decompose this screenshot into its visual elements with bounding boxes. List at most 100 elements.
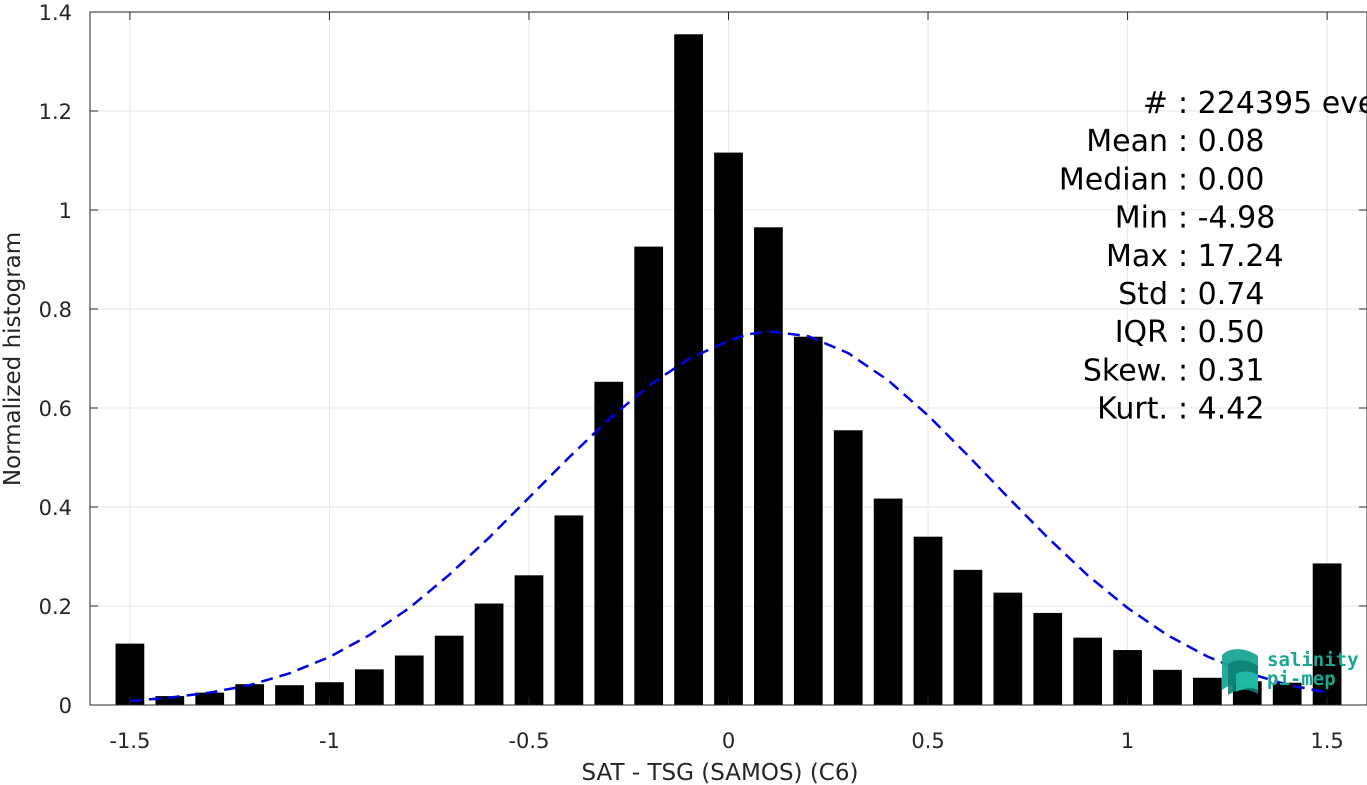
stats-label: Min	[1115, 201, 1168, 236]
stats-separator: :	[1178, 86, 1198, 121]
stats-value-text: 4.42	[1198, 392, 1265, 427]
stats-value-text: 224395 events	[1198, 86, 1367, 121]
y-tick-label: 1.4	[39, 1, 72, 25]
stats-value-text: 0.31	[1198, 353, 1265, 388]
stats-value: : 4.42	[1178, 392, 1264, 427]
stats-value-text: 0.08	[1198, 124, 1265, 159]
stats-value-text: 0.00	[1198, 162, 1265, 197]
stats-separator: :	[1178, 239, 1198, 274]
histogram-bar	[674, 34, 703, 705]
y-tick-label: 0	[59, 694, 72, 718]
stats-separator: :	[1178, 353, 1198, 388]
histogram-bar	[1312, 563, 1342, 705]
stats-label: #	[1143, 86, 1168, 121]
x-tick-label: 1.5	[1310, 729, 1343, 753]
stats-separator: :	[1178, 315, 1198, 350]
stats-row: Median: 0.00	[1059, 162, 1265, 197]
histogram-bar	[873, 498, 903, 705]
stats-row: # : 224395 events	[1143, 86, 1367, 121]
histogram-bar	[833, 430, 863, 705]
histogram-bar	[434, 635, 464, 705]
stats-value: : 0.74	[1178, 277, 1264, 312]
histogram-bar	[1193, 677, 1222, 705]
x-tick-label: -1.5	[109, 729, 150, 753]
y-axis-label: Normalized histogram	[0, 232, 26, 486]
histogram-bar	[953, 569, 983, 705]
histogram-bar	[634, 246, 664, 705]
y-tick-label: 0.4	[39, 496, 72, 520]
stats-value-text: 0.74	[1198, 277, 1265, 312]
histogram-bar	[1272, 682, 1302, 705]
histogram-bar	[275, 685, 304, 705]
y-tick-label: 0.8	[39, 298, 72, 322]
x-tick-label: 1	[1121, 729, 1134, 753]
stats-label: Median	[1059, 162, 1168, 197]
histogram-bar	[793, 336, 823, 705]
stats-value: : 224395 events	[1178, 86, 1367, 121]
stats-row: Skew.: 0.31	[1083, 353, 1265, 388]
x-tick-labels: -1.5 -1 -0.5 0 0.5 1 1.5	[109, 729, 1343, 753]
stats-value: : 17.24	[1178, 239, 1284, 274]
stats-value: : 0.08	[1178, 124, 1264, 159]
logo-text-salinity: salinity	[1267, 649, 1359, 671]
stats-separator: :	[1178, 201, 1198, 236]
stats-value-text: -4.98	[1198, 201, 1276, 236]
histogram-bar	[155, 696, 185, 705]
histogram-bar	[1033, 612, 1063, 705]
gaussian-fit	[129, 330, 1328, 703]
stats-label: Mean	[1086, 124, 1168, 159]
stats-label: Skew.	[1083, 353, 1168, 388]
histogram-bar	[754, 227, 783, 705]
histogram-bars	[115, 34, 1342, 705]
gaussian-fit-curve	[129, 330, 1328, 703]
x-tick-label: -1	[319, 729, 340, 753]
stats-value-text: 0.50	[1198, 315, 1265, 350]
histogram-bar	[594, 381, 624, 705]
histogram-bar	[354, 669, 384, 705]
histogram-bar	[554, 515, 584, 705]
stats-row: Min: -4.98	[1115, 201, 1276, 236]
stats-label: Kurt.	[1097, 392, 1168, 427]
stats-row: Max: 17.24	[1106, 239, 1284, 274]
y-tick-label: 0.6	[39, 397, 72, 421]
x-tick-label: -0.5	[508, 729, 549, 753]
histogram-bar	[315, 682, 344, 705]
stats-value-text: 17.24	[1198, 239, 1284, 274]
y-tick-labels: 0 0.2 0.4 0.6 0.8 1 1.2 1.4	[39, 1, 72, 718]
histogram-bar	[1153, 669, 1182, 705]
x-tick-label: 0.5	[911, 729, 944, 753]
stats-row: Mean: 0.08	[1086, 124, 1264, 159]
stats-value: : -4.98	[1178, 201, 1275, 236]
histogram-bar	[913, 536, 943, 705]
stats-label: Max	[1106, 239, 1168, 274]
stats-row: Kurt.: 4.42	[1097, 392, 1264, 427]
stats-separator: :	[1178, 277, 1198, 312]
x-axis-label: SAT - TSG (SAMOS) (C6)	[582, 760, 859, 785]
axis-ticks	[90, 11, 1367, 706]
histogram-bar	[714, 152, 743, 705]
stats-value: : 0.00	[1178, 162, 1264, 197]
y-tick-label: 1	[59, 199, 72, 223]
histogram-bar	[1073, 637, 1103, 705]
histogram-bar	[993, 592, 1023, 705]
x-tick-label: 0	[722, 729, 735, 753]
stats-separator: :	[1178, 124, 1198, 159]
stats-label: Std	[1118, 277, 1168, 312]
histogram-bar	[514, 575, 544, 705]
histogram-bar	[235, 684, 264, 705]
logo-mark-icon	[1222, 649, 1258, 695]
salinity-pi-mep-logo: salinity pi-mep	[1222, 649, 1359, 695]
stats-label: IQR	[1115, 315, 1168, 350]
y-tick-label: 1.2	[39, 100, 72, 124]
stats-row: IQR: 0.50	[1115, 315, 1265, 350]
y-tick-label: 0.2	[39, 595, 72, 619]
histogram-bar	[394, 655, 424, 705]
stats-value: : 0.50	[1178, 315, 1264, 350]
histogram-bar	[115, 643, 145, 705]
stats-separator: :	[1178, 392, 1198, 427]
logo-text-pi-mep: pi-mep	[1267, 668, 1336, 690]
stats-separator: :	[1178, 162, 1198, 197]
stats-value: : 0.31	[1178, 353, 1264, 388]
